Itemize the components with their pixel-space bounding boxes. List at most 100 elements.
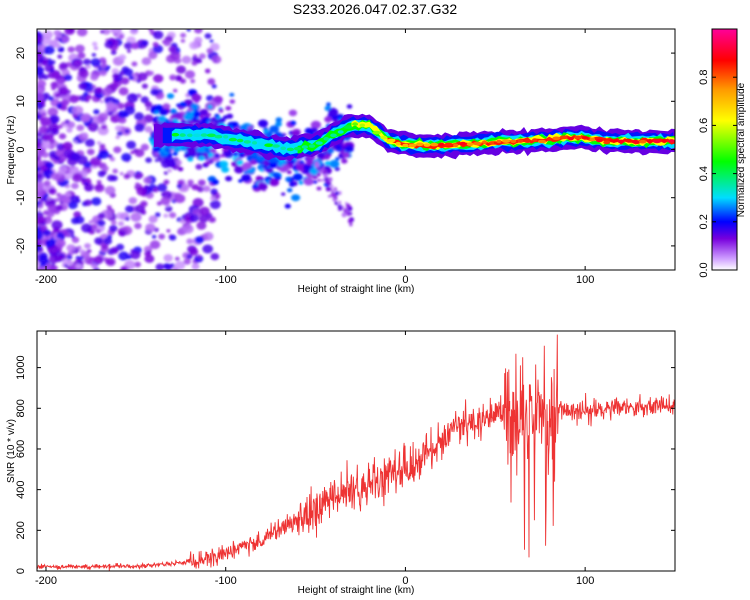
heatmap-noise-blob	[140, 143, 149, 151]
heatmap-noise-blob	[39, 225, 46, 232]
heatmap-noise-blob	[186, 238, 194, 245]
heatmap-noise-blob	[83, 91, 89, 97]
heatmap-noise-blob	[45, 162, 54, 170]
heatmap-noise-blob	[37, 132, 42, 137]
heatmap-cluster-blob	[229, 92, 235, 97]
heatmap-noise-blob	[71, 236, 80, 244]
colorbar-tick-label: 0.8	[698, 70, 710, 85]
heatmap-noise-blob	[51, 262, 55, 266]
heatmap-noise-blob	[56, 151, 61, 156]
heatmap-noise-blob	[152, 187, 159, 193]
heatmap-noise-blob	[101, 87, 113, 97]
heatmap-noise-blob	[163, 254, 173, 262]
heatmap-noise-blob	[56, 143, 65, 151]
heatmap-cluster-blob	[309, 168, 319, 176]
heatmap-noise-blob	[144, 254, 155, 263]
heatmap-noise-blob	[112, 168, 118, 174]
heatmap-noise-blob	[47, 244, 59, 255]
heatmap-ridge-peak	[343, 125, 353, 129]
heatmap-noise-blob	[105, 257, 116, 267]
heatmap-noise-blob	[134, 112, 144, 121]
heatmap-ridge-peak	[496, 139, 502, 144]
heatmap-noise-blob	[37, 151, 40, 155]
heatmap-ridge-peak	[444, 142, 453, 147]
heatmap-ridge-peak	[280, 146, 287, 151]
heatmap-noise-blob	[134, 261, 141, 268]
heatmap-noise-blob	[204, 33, 212, 39]
heatmap-noise-blob	[158, 233, 166, 240]
heatmap-noise-blob	[71, 173, 83, 183]
heatmap-noise-blob	[51, 220, 63, 230]
heatmap-ridge-peak	[330, 133, 337, 138]
heatmap-tail-blob	[331, 188, 336, 192]
heatmap-noise-blob	[37, 142, 42, 150]
heatmap-noise-blob	[148, 215, 158, 223]
heatmap-noise-blob	[97, 212, 106, 219]
heatmap-noise-blob	[43, 210, 50, 216]
heatmap-noise-blob	[49, 60, 56, 65]
heatmap-ridge-peak	[352, 122, 358, 126]
heatmap-noise-blob	[84, 181, 88, 185]
heatmap-noise-blob	[95, 229, 101, 234]
heatmap-noise-blob	[47, 107, 59, 117]
heatmap-noise-blob	[141, 83, 148, 89]
heatmap-noise-blob	[134, 174, 140, 179]
heatmap-noise-blob	[73, 59, 82, 67]
heatmap-noise-blob	[140, 200, 148, 207]
heatmap-noise-blob	[47, 196, 52, 200]
heatmap-noise-blob	[49, 188, 55, 194]
heatmap-cluster-blob	[324, 160, 331, 166]
heatmap-ridge-peak	[581, 136, 589, 140]
colorbar-label: Normalized spectral amplitude	[736, 82, 747, 217]
heatmap-noise-blob	[99, 70, 107, 77]
heatmap-cluster-blob	[166, 93, 175, 99]
heatmap-noise-blob	[173, 192, 182, 200]
heatmap-tail-blob	[325, 181, 329, 185]
heatmap-cluster-blob	[312, 175, 318, 180]
heatmap-noise-blob	[154, 212, 161, 218]
heatmap-noise-blob	[61, 99, 69, 107]
heatmap-noise-blob	[110, 29, 122, 35]
heatmap-ridge-peak	[668, 139, 675, 143]
heatmap-noise-blob	[118, 54, 127, 61]
heatmap-noise-blob	[208, 216, 216, 223]
heatmap-noise-blob	[177, 113, 186, 121]
heatmap-noise-blob	[146, 107, 151, 111]
heatmap-ridge-peak	[661, 138, 667, 143]
heatmap-noise-blob	[113, 73, 119, 78]
heatmap-noise-blob	[197, 179, 206, 186]
heatmap-noise-blob	[93, 257, 102, 264]
heatmap-cluster-blob	[329, 159, 340, 168]
heatmap-noise-blob	[37, 175, 42, 180]
heatmap-noise-blob	[69, 95, 79, 104]
heatmap-cluster-blob	[176, 103, 181, 107]
heatmap-noise-blob	[210, 188, 218, 195]
heatmap-noise-blob	[37, 115, 41, 120]
heatmap-noise-blob	[70, 195, 79, 203]
heatmap-noise-blob	[97, 219, 106, 227]
heatmap-noise-blob	[170, 263, 175, 268]
heatmap-noise-blob	[54, 42, 61, 49]
heatmap-tail-blob	[316, 172, 321, 177]
heatmap-cluster-blob	[210, 148, 217, 154]
heatmap-noise-blob	[130, 150, 135, 155]
heatmap-cluster-blob	[283, 165, 290, 171]
heatmap-noise-blob	[84, 243, 91, 249]
heatmap-tail-blob	[349, 212, 353, 216]
heatmap-noise-blob	[42, 30, 53, 40]
heatmap-noise-blob	[73, 140, 78, 144]
heatmap-noise-blob	[76, 124, 85, 131]
heatmap-noise-blob	[81, 223, 93, 233]
heatmap-noise-blob	[39, 248, 44, 252]
heatmap-xtick-label: -100	[215, 274, 237, 286]
heatmap-cluster-blob	[218, 117, 226, 123]
heatmap-noise-blob	[66, 244, 76, 252]
heatmap-cluster-blob	[277, 162, 284, 167]
heatmap-cluster-blob	[284, 203, 291, 209]
heatmap-ridge-peak	[193, 133, 201, 138]
heatmap-noise-blob	[179, 78, 186, 84]
heatmap-noise-blob	[118, 34, 124, 39]
